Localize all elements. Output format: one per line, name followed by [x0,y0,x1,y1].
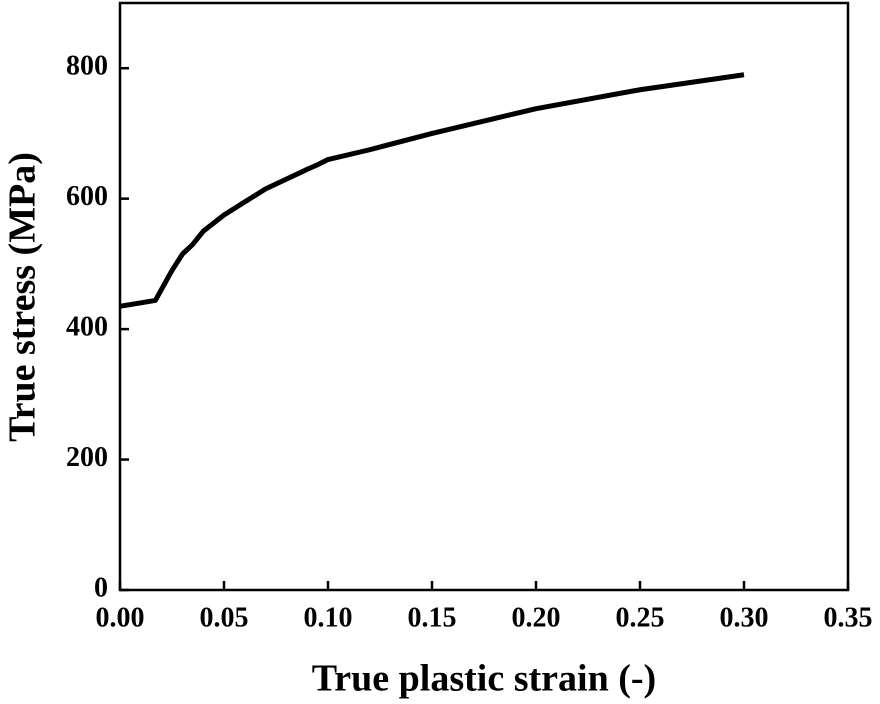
y-tick-label: 600 [66,181,108,212]
x-tick-label: 0.30 [720,602,769,633]
x-tick-label: 0.20 [512,602,561,633]
data-line [119,72,745,309]
plot-frame [118,1,850,592]
x-tick-label: 0.00 [96,602,145,633]
y-tick-label: 200 [66,442,108,473]
x-axis-title: True plastic strain (-) [312,658,656,700]
x-tick-label: 0.35 [824,602,873,633]
y-tick-label: 0 [94,572,108,603]
x-tick-label: 0.15 [408,602,457,633]
x-tick-label: 0.25 [616,602,665,633]
y-tick-label: 400 [66,312,108,343]
y-tick-label: 800 [66,51,108,82]
y-axis-title: True stress (MPa) [2,152,44,442]
x-tick-label: 0.05 [200,602,249,633]
x-tick-label: 0.10 [304,602,353,633]
